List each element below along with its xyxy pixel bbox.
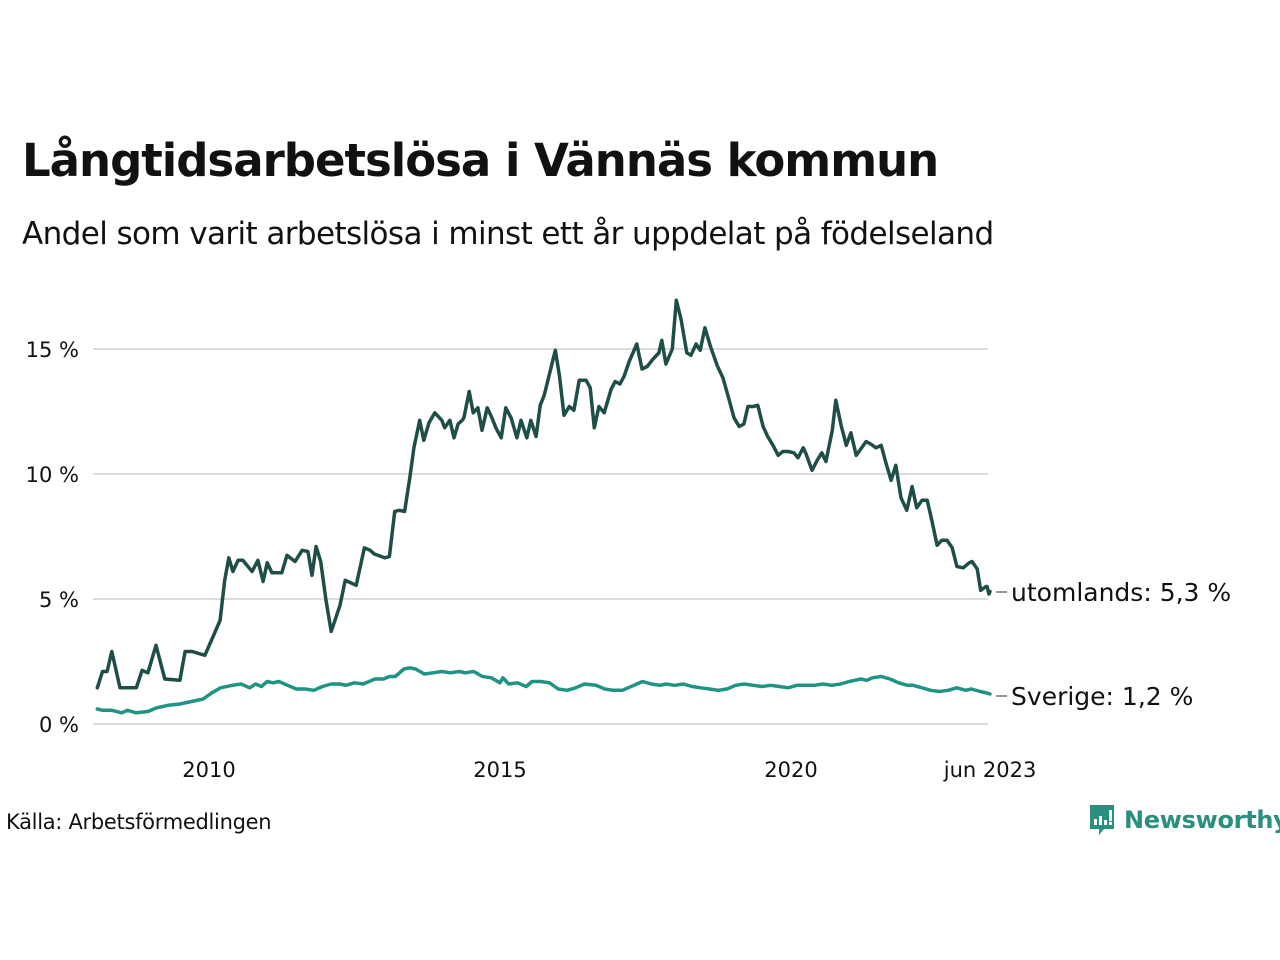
source-note: Källa: Arbetsförmedlingen <box>6 810 272 834</box>
y-tick-label: 0 % <box>39 713 79 737</box>
x-axis-ticks: 2010 2015 2020 jun 2023 <box>182 758 1036 782</box>
chart-subtitle: Andel som varit arbetslösa i minst ett å… <box>22 216 994 252</box>
series-line-sverige <box>95 666 992 715</box>
end-labels: utomlands: 5,3 % Sverige: 1,2 % <box>996 578 1231 711</box>
newsworthy-logo-icon <box>1090 805 1114 835</box>
chart-title: Långtidsarbetslösa i Vännäs kommun <box>22 134 939 187</box>
y-tick-label: 5 % <box>39 588 79 612</box>
y-tick-label: 10 % <box>26 463 79 487</box>
x-tick-label: 2020 <box>764 758 817 782</box>
end-label-sverige: Sverige: 1,2 % <box>1011 682 1193 711</box>
gridlines <box>93 348 988 725</box>
x-tick-label: 2010 <box>182 758 235 782</box>
x-tick-label: jun 2023 <box>943 758 1037 782</box>
series-line-utomlands <box>95 298 992 690</box>
x-tick-label: 2015 <box>473 758 526 782</box>
line-chart: 0 % 5 % 10 % 15 % 2010 2015 2020 jun 2023 utom… <box>26 298 1231 782</box>
end-label-utomlands: utomlands: 5,3 % <box>1011 578 1231 607</box>
newsworthy-logo: Newsworthy <box>1088 803 1280 837</box>
y-tick-label: 15 % <box>26 338 79 362</box>
series-lines <box>95 298 992 715</box>
y-axis-ticks: 0 % 5 % 10 % 15 % <box>26 338 79 737</box>
logo-text: Newsworthy <box>1124 806 1280 834</box>
